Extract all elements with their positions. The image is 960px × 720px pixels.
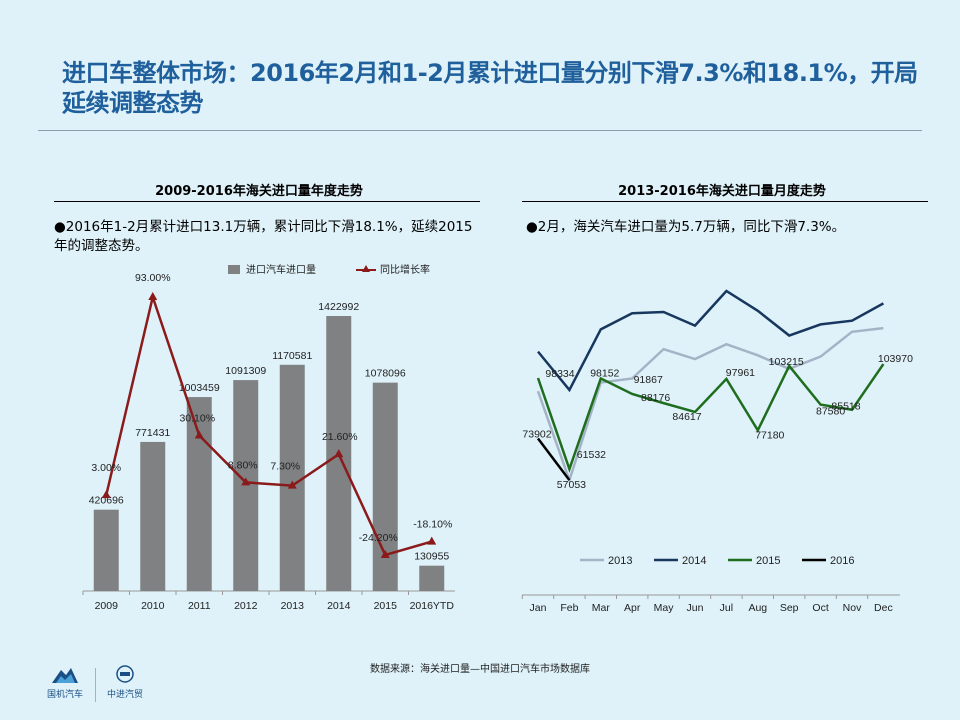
company-logo-left: 国机汽车 xyxy=(40,665,90,705)
bar xyxy=(279,364,305,591)
data-label-2015: 85518 xyxy=(831,401,860,413)
title-divider xyxy=(38,130,922,131)
legend-marker-line xyxy=(362,265,370,272)
data-label-2015: 61532 xyxy=(577,449,606,461)
x-tick-label: Nov xyxy=(843,602,862,614)
bar-data-label: 771431 xyxy=(135,427,170,439)
x-tick-label: Sep xyxy=(780,602,799,614)
page-title: 进口车整体市场：2016年2月和1-2月累计进口量分别下滑7.3%和18.1%，… xyxy=(62,59,918,117)
left-panel-heading: 2009-2016年海关进口量年度走势 xyxy=(155,184,363,199)
x-tick-label: 2014 xyxy=(327,600,351,612)
growth-rate-marker xyxy=(241,477,251,486)
growth-rate-marker xyxy=(101,490,111,499)
mountain-icon xyxy=(52,668,78,683)
growth-rate-marker xyxy=(380,550,390,558)
data-label-2015: 97961 xyxy=(726,367,755,379)
growth-rate-label: -18.10% xyxy=(413,519,452,531)
bar-data-label: 1170581 xyxy=(272,350,312,362)
x-tick-label: Aug xyxy=(748,602,767,614)
x-tick-label: 2015 xyxy=(374,600,398,612)
data-source-note: 数据来源：海关进口量—中国进口汽车市场数据库 xyxy=(370,664,590,675)
legend-swatch-bar xyxy=(228,265,240,274)
company-logo-right: 中进汽贸 xyxy=(100,665,150,705)
bar xyxy=(233,380,259,591)
x-tick-label: Oct xyxy=(812,602,828,614)
bar xyxy=(93,509,119,591)
data-label-2015: 84617 xyxy=(672,411,701,423)
growth-rate-label: 3.00% xyxy=(91,462,121,474)
data-label-2015: 103215 xyxy=(769,356,804,368)
right-panel-heading: 2013-2016年海关进口量月度走势 xyxy=(618,184,826,199)
series-line-2015 xyxy=(536,363,885,473)
series-line-2014 xyxy=(537,289,885,393)
data-label-2015: 98334 xyxy=(545,368,574,380)
x-tick-label: 2010 xyxy=(141,600,165,612)
x-tick-label: 2016YTD xyxy=(410,600,455,612)
x-tick-label: Mar xyxy=(592,602,611,614)
x-tick-label: 2012 xyxy=(234,600,258,612)
x-tick-label: 2011 xyxy=(188,600,211,612)
bar xyxy=(140,441,166,591)
x-tick-label: 2009 xyxy=(95,600,119,612)
bar-data-label: 1422992 xyxy=(318,301,359,313)
data-label-2015: 103970 xyxy=(878,353,913,365)
growth-rate-label: -24.20% xyxy=(359,532,398,544)
legend-label-2014: 2014 xyxy=(682,555,706,567)
legend-label-2015: 2015 xyxy=(756,555,780,567)
growth-rate-label: 30.10% xyxy=(179,412,215,424)
growth-rate-label: 8.80% xyxy=(228,459,258,471)
bar-data-label: 420696 xyxy=(89,495,124,507)
bar xyxy=(186,397,212,591)
series-line-2016 xyxy=(537,437,571,481)
x-tick-label: Apr xyxy=(624,602,641,614)
left-panel-bullet: ●2016年1-2月累计进口13.1万辆，累计同比下滑18.1%，延续2015年… xyxy=(54,219,473,254)
legend-label-bar: 进口汽车进口量 xyxy=(246,263,316,276)
growth-rate-marker xyxy=(194,430,204,439)
x-tick-label: Jun xyxy=(687,602,704,614)
logo-label-left: 国机汽车 xyxy=(46,690,83,700)
car-badge-icon xyxy=(116,665,134,683)
growth-rate-line xyxy=(105,292,433,557)
growth-rate-marker xyxy=(427,536,437,545)
growth-rate-marker xyxy=(334,449,344,458)
bar xyxy=(419,565,445,591)
growth-rate-marker xyxy=(148,292,158,300)
right-panel-divider xyxy=(522,201,928,202)
x-tick-label: Jan xyxy=(530,602,547,614)
logo-label-right: 中进汽贸 xyxy=(106,690,143,700)
bar-data-label: 1078096 xyxy=(365,368,406,380)
legend-label-2013: 2013 xyxy=(608,555,632,567)
x-tick-label: Jul xyxy=(720,602,733,614)
x-tick-label: May xyxy=(654,602,675,614)
bar-data-label: 1003459 xyxy=(179,382,220,394)
growth-rate-marker xyxy=(287,480,297,489)
data-label-2013: 57053 xyxy=(557,479,586,491)
left-panel-divider xyxy=(54,201,480,202)
data-label-2015: 87580 xyxy=(816,406,845,418)
data-label-2016: 73902 xyxy=(522,428,551,440)
right-panel-bullet: ●2月，海关汽车进口量为5.7万辆，同比下滑7.3%。 xyxy=(526,219,846,235)
growth-rate-label: 93.00% xyxy=(135,272,171,284)
legend-label-line: 同比增长率 xyxy=(380,263,430,276)
bar-data-label: 130955 xyxy=(414,551,449,563)
legend-label-2016: 2016 xyxy=(830,555,854,567)
x-tick-label: Feb xyxy=(560,602,578,614)
bar-data-label: 1091309 xyxy=(225,365,266,377)
x-tick-label: Dec xyxy=(874,602,893,614)
logo-separator xyxy=(95,668,96,702)
data-label-2015: 77180 xyxy=(755,429,784,441)
data-label-2015: 98152 xyxy=(590,367,619,379)
series-line-2013 xyxy=(536,326,884,485)
growth-rate-label: 7.30% xyxy=(270,461,300,473)
growth-rate-label: 21.60% xyxy=(322,431,358,443)
data-label-2015: 88176 xyxy=(641,392,670,404)
data-label-2015: 91867 xyxy=(634,374,663,386)
x-tick-label: 2013 xyxy=(281,600,305,612)
